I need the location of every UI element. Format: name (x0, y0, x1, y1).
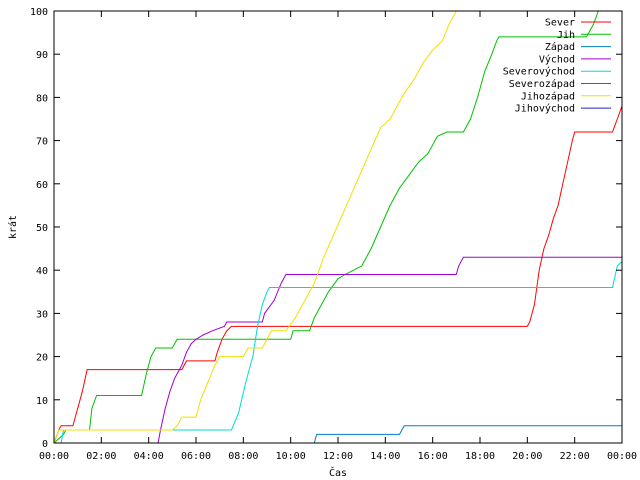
x-tick-label: 04:00 (134, 451, 164, 462)
legend-label: Západ (545, 41, 575, 53)
y-tick-label: 10 (36, 396, 48, 407)
x-tick-label: 00:00 (607, 451, 637, 462)
x-tick-label: 00:00 (39, 451, 69, 462)
y-tick-label: 70 (36, 137, 48, 148)
x-tick-label: 12:00 (323, 451, 353, 462)
legend-label: Severovýchod (503, 66, 575, 78)
x-tick-label: 22:00 (560, 451, 590, 462)
x-tick-label: 10:00 (276, 451, 306, 462)
x-tick-label: 08:00 (228, 451, 258, 462)
x-axis-title: Čas (329, 466, 347, 479)
y-tick-label: 20 (36, 353, 48, 364)
x-tick-label: 16:00 (418, 451, 448, 462)
y-tick-label: 40 (36, 266, 48, 277)
y-tick-label: 60 (36, 180, 48, 191)
y-tick-label: 100 (30, 7, 48, 18)
y-axis-title: krát (7, 215, 19, 239)
legend-label: Jihovýchod (515, 103, 575, 115)
x-tick-label: 20:00 (512, 451, 542, 462)
x-tick-label: 18:00 (465, 451, 495, 462)
x-tick-label: 14:00 (370, 451, 400, 462)
x-tick-label: 02:00 (86, 451, 116, 462)
y-tick-label: 80 (36, 93, 48, 104)
y-tick-label: 90 (36, 50, 48, 61)
x-tick-label: 06:00 (181, 451, 211, 462)
y-tick-label: 30 (36, 309, 48, 320)
legend-label: Jih (557, 30, 575, 41)
y-tick-label: 50 (36, 223, 48, 234)
legend-label: Východ (539, 53, 575, 65)
legend-label: Jihozápad (521, 90, 575, 102)
legend-label: Sever (545, 18, 575, 29)
line-chart: 0 10 20 30 40 50 60 70 80 90 100 00:00 02:00 04:00 06… (0, 0, 640, 480)
y-tick-label: 0 (42, 439, 48, 450)
legend-label: Severozápad (509, 78, 575, 90)
